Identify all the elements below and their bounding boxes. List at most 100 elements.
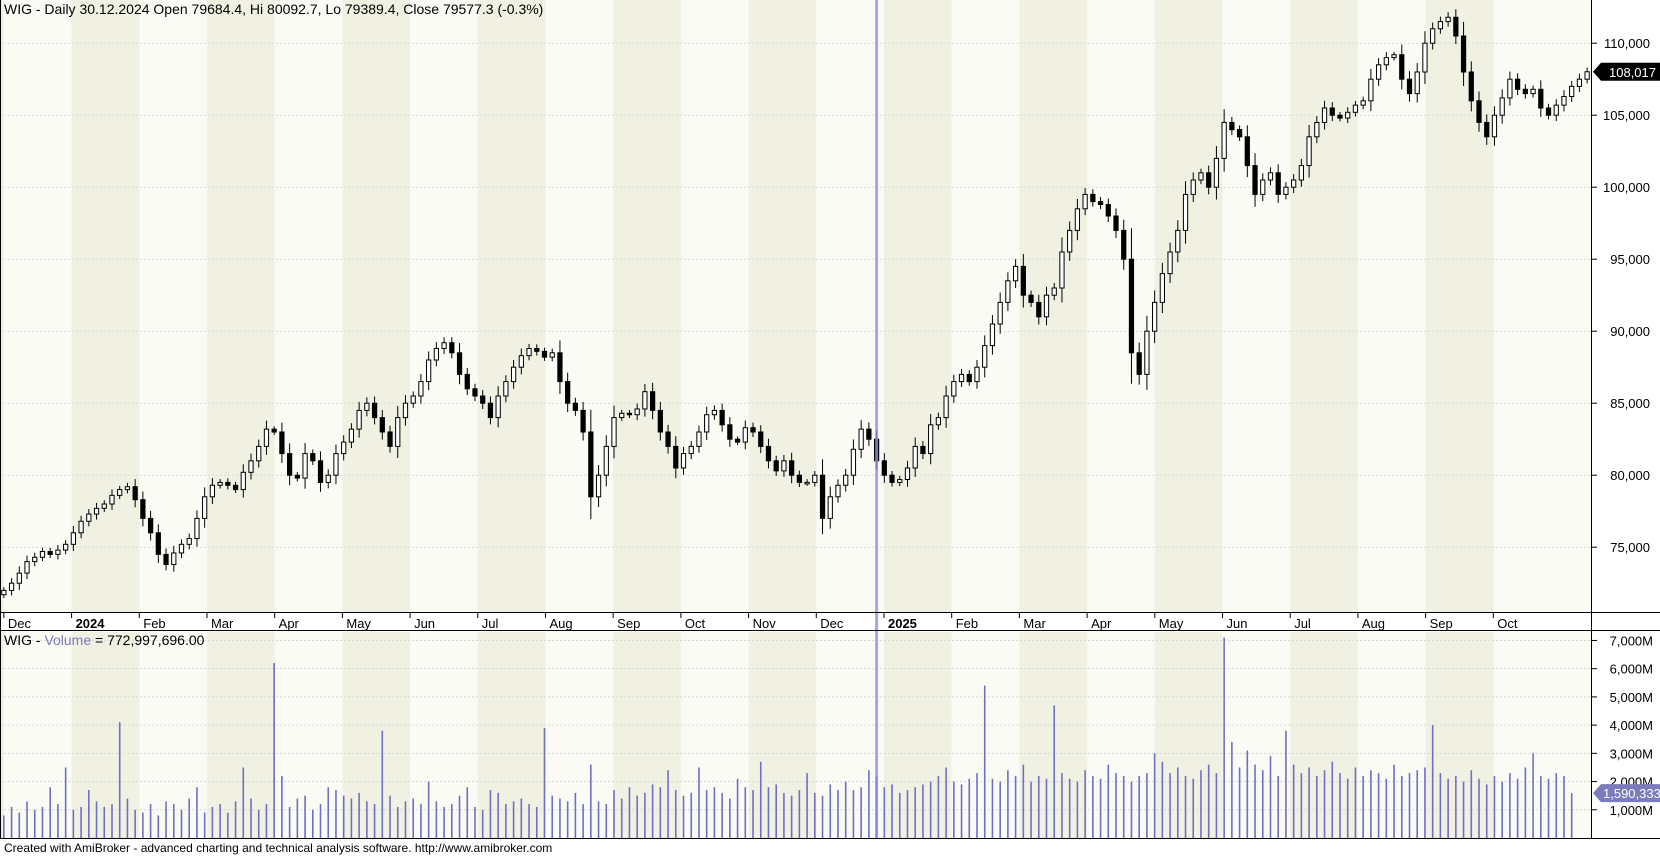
candle	[1113, 208, 1119, 239]
candle-body-up	[333, 453, 339, 476]
candle-body-up	[1, 589, 7, 596]
candle-body-up	[912, 445, 918, 469]
candle-body-down	[387, 431, 393, 447]
candle	[433, 342, 439, 367]
date-tick-label: Sep	[617, 616, 640, 631]
candle-body-down	[279, 431, 285, 455]
candle-body-down	[1538, 88, 1544, 109]
candle	[1012, 259, 1019, 288]
candle-body-up	[1499, 97, 1505, 116]
candle	[364, 397, 370, 417]
date-tick-label: Feb	[143, 616, 165, 631]
candle-body-down	[1468, 71, 1474, 102]
volume-tick-label: 7,000M	[1610, 633, 1653, 648]
candle	[565, 372, 571, 413]
candle	[897, 475, 903, 487]
candle	[101, 500, 107, 513]
candle-body-up	[395, 417, 401, 447]
candle	[1515, 73, 1521, 96]
candle-body-up	[1074, 208, 1081, 231]
candle	[310, 449, 316, 465]
candle-body-up	[426, 359, 432, 383]
candle	[1375, 58, 1382, 86]
candle	[1005, 272, 1011, 311]
date-tick-label: Apr	[279, 616, 300, 631]
candle	[549, 348, 555, 362]
candle-body-down	[271, 428, 277, 433]
volume-band	[883, 632, 952, 838]
candle	[1221, 109, 1227, 172]
candle	[286, 443, 293, 486]
candle-body-up	[202, 496, 208, 519]
candle	[518, 348, 524, 375]
candle	[186, 533, 192, 550]
candle	[1244, 125, 1250, 178]
candle	[642, 384, 648, 417]
candle-body-down	[1329, 107, 1335, 116]
volume-band	[206, 632, 275, 838]
candle-body-down	[310, 453, 316, 462]
candle	[55, 545, 61, 560]
candle-body-up	[1152, 301, 1158, 332]
price-band	[613, 0, 681, 612]
candle	[86, 509, 92, 527]
candle-body-down	[449, 342, 455, 354]
candle-body-down	[673, 445, 679, 469]
candle-body-down	[1020, 265, 1026, 296]
candle	[1105, 198, 1111, 222]
price-band	[1019, 0, 1088, 612]
last-price-badge-label: 108,017	[1609, 65, 1656, 80]
candle	[1291, 174, 1297, 194]
candle-body-up	[850, 448, 857, 476]
candle	[634, 403, 640, 421]
candle-body-up	[1569, 85, 1575, 97]
candle	[1530, 85, 1536, 98]
candle-body-down	[1453, 16, 1459, 37]
volume-indicator-name: Volume	[44, 632, 92, 648]
candle	[943, 385, 949, 428]
candle	[32, 552, 38, 567]
candle-body-down	[1515, 78, 1521, 90]
candle-body-down	[1406, 78, 1413, 95]
candle	[1267, 167, 1274, 186]
candle	[1236, 125, 1243, 141]
candle	[1152, 290, 1158, 344]
candle-body-up	[827, 496, 833, 519]
candle	[711, 405, 718, 420]
candle-body-up	[402, 402, 409, 419]
candle-body-up	[441, 342, 447, 349]
candle-body-up	[194, 517, 200, 540]
volume-tick-label: 3,000M	[1610, 746, 1653, 761]
candle	[1229, 116, 1235, 136]
candle	[1399, 44, 1405, 90]
volume-band	[748, 632, 817, 838]
candle	[912, 437, 918, 477]
candle	[1128, 228, 1135, 384]
candle-body-down	[1275, 172, 1281, 195]
candle	[1460, 21, 1467, 87]
candle-body-up	[1067, 229, 1073, 253]
candle-body-down	[480, 395, 486, 404]
candle	[696, 425, 702, 453]
candle	[649, 382, 656, 420]
candle	[835, 479, 841, 503]
candle-body-up	[55, 549, 61, 555]
candle-body-up	[78, 520, 84, 534]
candle-body-down	[649, 391, 656, 411]
candle	[1329, 102, 1335, 122]
candle-body-up	[781, 460, 787, 472]
candle	[472, 383, 478, 402]
candle	[78, 515, 84, 539]
candle-body-up	[897, 479, 903, 483]
candle-body-down	[1337, 114, 1343, 119]
candle	[1159, 262, 1165, 314]
candle	[1090, 189, 1096, 207]
candle	[1383, 52, 1389, 71]
candle-body-up	[1012, 265, 1019, 282]
date-tick-label: Feb	[956, 616, 978, 631]
candle-body-down	[734, 438, 741, 443]
candle	[178, 539, 185, 558]
candle	[147, 510, 154, 541]
candle	[1538, 80, 1544, 117]
